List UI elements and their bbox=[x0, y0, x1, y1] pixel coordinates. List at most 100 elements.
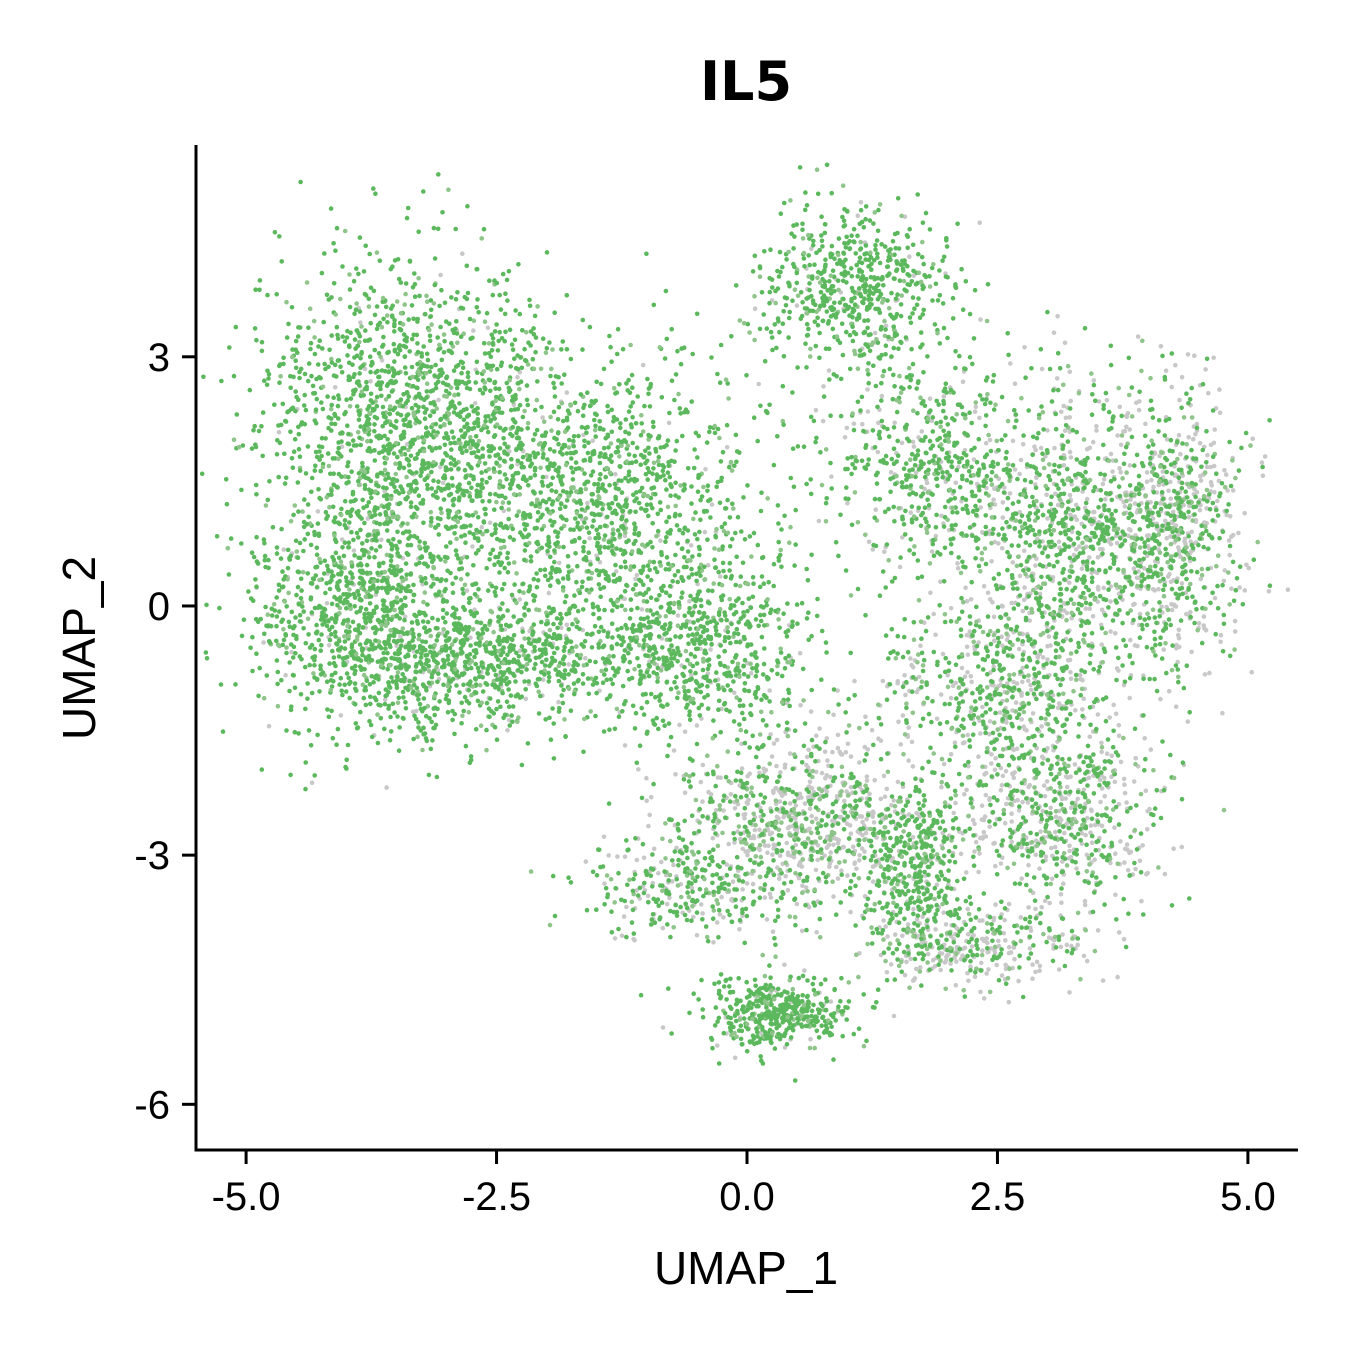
cell-point-low bbox=[994, 962, 999, 968]
cell-point-high bbox=[484, 310, 490, 316]
cell-point-high bbox=[628, 422, 634, 427]
cell-point-low bbox=[870, 864, 876, 869]
cell-point-high bbox=[676, 600, 682, 605]
cell-point-mid bbox=[484, 747, 489, 753]
cell-point-high bbox=[348, 448, 354, 453]
cell-point-low bbox=[688, 543, 694, 548]
cell-point-high bbox=[689, 399, 694, 404]
cell-point-high bbox=[365, 338, 371, 343]
cell-point-low bbox=[1217, 410, 1223, 416]
cell-point-high bbox=[775, 503, 781, 508]
cell-point-high bbox=[392, 329, 397, 334]
cell-point-high bbox=[372, 448, 377, 453]
cell-point-low bbox=[1110, 469, 1115, 474]
cell-point-high bbox=[302, 497, 307, 502]
cell-point-high bbox=[319, 453, 324, 459]
cell-point-low bbox=[583, 859, 589, 864]
cell-point-high bbox=[352, 355, 357, 360]
cell-point-low bbox=[606, 853, 611, 858]
cell-point-high bbox=[472, 420, 477, 426]
cell-point-high bbox=[575, 408, 581, 414]
cell-point-low bbox=[682, 729, 688, 735]
cell-point-low bbox=[841, 844, 846, 850]
cell-point-high bbox=[614, 351, 620, 357]
cell-point-high bbox=[259, 424, 264, 429]
cell-point-high bbox=[370, 400, 376, 406]
cell-point-high bbox=[347, 304, 353, 310]
cell-point-low bbox=[1169, 384, 1174, 390]
cell-point-high bbox=[524, 397, 530, 403]
cell-point-low bbox=[698, 779, 704, 785]
cell-point-high bbox=[565, 408, 571, 414]
cell-point-low bbox=[583, 655, 588, 661]
cell-point-high bbox=[689, 501, 694, 506]
cell-point-high bbox=[318, 468, 324, 474]
cell-point-low bbox=[835, 840, 841, 846]
cell-point-low bbox=[939, 784, 944, 790]
cell-point-high bbox=[513, 308, 518, 313]
cell-point-high bbox=[484, 565, 490, 571]
cell-point-low bbox=[927, 396, 933, 402]
cell-point-high bbox=[532, 526, 538, 531]
cell-point-high bbox=[459, 566, 465, 571]
cell-point-high bbox=[407, 349, 413, 354]
cell-point-low bbox=[968, 709, 974, 714]
cell-point-high bbox=[838, 413, 844, 419]
cell-point-low bbox=[966, 978, 971, 984]
cell-point-high bbox=[561, 418, 566, 424]
cell-point-low bbox=[827, 861, 833, 867]
cell-point-high bbox=[524, 534, 530, 539]
cell-point-high bbox=[302, 371, 308, 377]
cell-point-high bbox=[253, 287, 258, 293]
cell-point-high bbox=[297, 375, 302, 381]
cell-point-low bbox=[924, 480, 930, 486]
cell-point-high bbox=[457, 515, 463, 521]
cell-point-high bbox=[448, 349, 454, 354]
cell-point-high bbox=[705, 483, 711, 489]
cell-point-high bbox=[500, 271, 506, 277]
cell-point-high bbox=[374, 394, 380, 400]
cell-point-high bbox=[615, 627, 620, 632]
cell-point-high bbox=[497, 329, 503, 335]
cell-point-high bbox=[692, 532, 698, 537]
cell-point-high bbox=[294, 592, 299, 598]
cell-point-high bbox=[463, 440, 469, 445]
cell-point-high bbox=[595, 481, 601, 487]
cell-point-high bbox=[576, 466, 582, 471]
cell-point-high bbox=[404, 390, 410, 396]
cell-point-low bbox=[996, 938, 1001, 944]
cell-point-high bbox=[527, 303, 533, 309]
cell-point-mid bbox=[320, 464, 326, 470]
cell-point-high bbox=[385, 320, 390, 325]
cell-point-high bbox=[464, 488, 470, 494]
cell-point-high bbox=[677, 512, 683, 518]
cell-point-high bbox=[293, 358, 299, 364]
cell-point-low bbox=[906, 725, 911, 730]
cell-point-low bbox=[835, 876, 841, 881]
cell-point-high bbox=[357, 371, 362, 376]
cell-point-high bbox=[682, 486, 687, 492]
cell-point-high bbox=[580, 413, 586, 419]
cell-point-high bbox=[534, 584, 540, 590]
cell-point-high bbox=[431, 225, 437, 231]
cell-point-high bbox=[571, 438, 576, 444]
cell-point-low bbox=[1132, 601, 1137, 607]
cell-point-high bbox=[701, 509, 707, 515]
cell-point-low bbox=[1067, 848, 1072, 854]
cell-point-high bbox=[617, 382, 622, 387]
cell-point-high bbox=[488, 419, 493, 424]
cell-point-high bbox=[339, 506, 344, 512]
cell-point-high bbox=[438, 417, 443, 423]
cell-point-high bbox=[253, 482, 259, 488]
cell-point-high bbox=[757, 584, 763, 590]
cell-point-high bbox=[479, 481, 484, 487]
cell-point-low bbox=[1087, 555, 1092, 560]
cell-point-high bbox=[576, 433, 581, 439]
cell-point-low bbox=[944, 954, 949, 960]
cell-point-low bbox=[1017, 509, 1023, 515]
cell-point-low bbox=[1124, 424, 1129, 430]
cell-point-high bbox=[415, 377, 421, 383]
cell-point-low bbox=[767, 688, 772, 693]
cell-point-low bbox=[1067, 580, 1072, 586]
cell-point-high bbox=[565, 553, 571, 559]
